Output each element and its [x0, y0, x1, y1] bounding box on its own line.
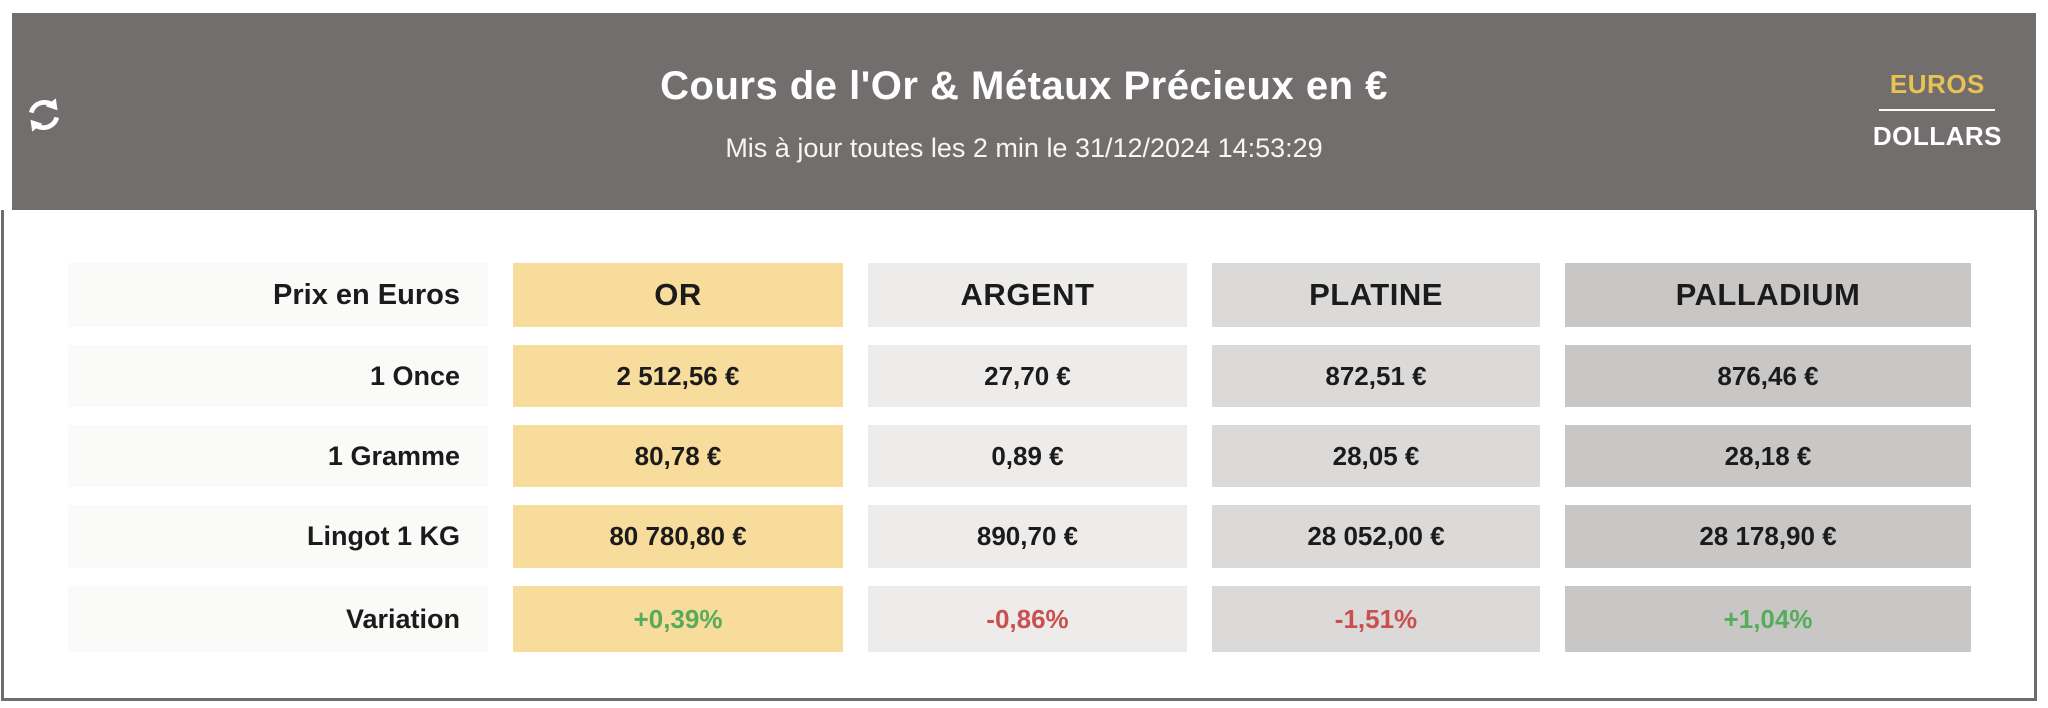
column-header-platine: PLATINE	[1212, 263, 1540, 327]
price-platine-once: 872,51 €	[1212, 345, 1540, 407]
row-label-variation: Variation	[68, 586, 488, 652]
variation-or: +0,39%	[513, 586, 843, 652]
update-status: Mis à jour toutes les 2 min le 31/12/202…	[725, 133, 1323, 163]
price-or-lingot: 80 780,80 €	[513, 505, 843, 568]
price-argent-once: 27,70 €	[868, 345, 1187, 407]
price-or-gramme: 80,78 €	[513, 425, 843, 487]
row-label-gramme: 1 Gramme	[68, 425, 488, 487]
price-palladium-once: 876,46 €	[1565, 345, 1971, 407]
price-platine-gramme: 28,05 €	[1212, 425, 1540, 487]
column-header-palladium: PALLADIUM	[1565, 263, 1971, 327]
row-label-lingot: Lingot 1 KG	[68, 505, 488, 568]
price-palladium-gramme: 28,18 €	[1565, 425, 1971, 487]
price-or-once: 2 512,56 €	[513, 345, 843, 407]
column-header-argent: ARGENT	[868, 263, 1187, 327]
currency-option-dollars[interactable]: DOLLARS	[1872, 121, 2002, 151]
table-corner-header: Prix en Euros	[68, 263, 488, 327]
page-title: Cours de l'Or & Métaux Précieux en €	[660, 64, 1388, 108]
currency-option-euros[interactable]: EUROS	[1889, 69, 1985, 99]
variation-platine: -1,51%	[1212, 586, 1540, 652]
variation-palladium: +1,04%	[1565, 586, 1971, 652]
refresh-icon	[29, 98, 59, 132]
price-platine-lingot: 28 052,00 €	[1212, 505, 1540, 568]
currency-toggle: EUROS DOLLARS	[1873, 69, 2002, 152]
header-banner: Cours de l'Or & Métaux Précieux en € Mis…	[12, 13, 2036, 210]
price-table: Prix en Euros OR ARGENT PLATINE PALLADIU…	[68, 263, 1971, 652]
variation-argent: -0,86%	[868, 586, 1187, 652]
price-argent-lingot: 890,70 €	[868, 505, 1187, 568]
currency-divider	[1879, 109, 1996, 111]
column-header-or: OR	[513, 263, 843, 327]
row-label-once: 1 Once	[68, 345, 488, 407]
refresh-button[interactable]	[20, 93, 68, 139]
price-palladium-lingot: 28 178,90 €	[1565, 505, 1971, 568]
price-argent-gramme: 0,89 €	[868, 425, 1187, 487]
